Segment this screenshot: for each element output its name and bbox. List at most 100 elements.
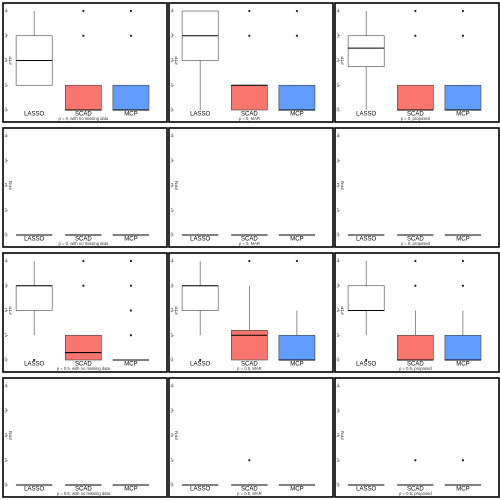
category-label-mcp: MCP [456, 237, 469, 243]
outlier-point [248, 259, 251, 263]
panel-frame [334, 127, 500, 248]
category-label-scad: SCAD [75, 362, 92, 368]
y-tick-label: 0 [5, 108, 8, 114]
y-tick-label: 4 [5, 134, 8, 140]
box-body [444, 334, 482, 361]
y-tick-label: 3 [5, 158, 8, 164]
y-tick-label: 2 [171, 183, 174, 189]
y-tick-label: 3 [337, 33, 340, 39]
category-label-mcp: MCP [124, 487, 137, 493]
y-tick-label: 2 [337, 433, 340, 439]
box-scad [231, 259, 268, 361]
y-tick-label: 1 [171, 208, 174, 214]
y-tick-label: 1 [171, 333, 174, 339]
category-label-scad: SCAD [407, 237, 424, 243]
category-label-mcp: MCP [456, 362, 469, 368]
box-body [347, 285, 385, 311]
box-body [65, 84, 102, 111]
y-tick-label: 0 [337, 108, 340, 114]
outlier-point [129, 309, 133, 312]
category-label-scad: SCAD [75, 112, 92, 118]
category-label-lasso: LASSO [24, 487, 44, 493]
y-tick-label: 1 [337, 83, 340, 89]
y-axis-label: #FN [8, 181, 13, 190]
panel-caption: ρ = 0.5, with no missing data [57, 366, 111, 371]
category-label-scad: SCAD [241, 237, 258, 243]
y-tick-label: 3 [337, 408, 340, 414]
category-label-lasso: LASSO [190, 362, 210, 368]
category-label-mcp: MCP [124, 112, 137, 118]
box-body [397, 334, 434, 361]
box-scad [397, 259, 434, 361]
outlier-point [295, 259, 299, 263]
outlier-point [248, 459, 251, 462]
y-tick-label: 0 [171, 108, 174, 114]
y-axis-label: #TP [174, 56, 179, 64]
category-label-scad: SCAD [241, 112, 258, 118]
panel-frame [2, 127, 168, 248]
y-tick-label: 3 [171, 408, 174, 414]
panel-caption: ρ = 0.5, proposed [399, 491, 432, 496]
outlier-point [129, 9, 133, 13]
chart-panel-8: 0 1 2 3 4 #TP LASSO SCAD MCP ρ = 0.5, MAR [168, 252, 334, 373]
category-label-scad: SCAD [241, 362, 258, 368]
panel-caption: ρ = 0, MAR [239, 116, 260, 121]
box-scad [231, 9, 268, 111]
y-tick-label: 3 [171, 33, 174, 39]
outlier-point [461, 9, 465, 13]
category-label-lasso: LASSO [24, 112, 44, 118]
chart-panel-12: 0 1 2 3 4 #FN LASSO SCAD MCP ρ = 0.5, proposed [334, 377, 500, 498]
outlier-point [199, 358, 202, 362]
category-label-mcp: MCP [456, 112, 469, 118]
category-label-scad: SCAD [407, 487, 424, 493]
box-mcp [278, 259, 316, 361]
chart-panel-10: 0 1 2 3 4 #FN LASSO SCAD MCP ρ = 0.5, with no mis… [2, 377, 168, 498]
y-tick-label: 4 [337, 134, 340, 140]
panel-caption: ρ = 0.5, MAR [237, 491, 262, 496]
panel-caption: ρ = 0.5, MAR [237, 366, 262, 371]
y-tick-label: 1 [171, 83, 174, 89]
outlier-point [82, 34, 85, 37]
y-tick-label: 2 [171, 308, 174, 314]
box-lasso [15, 11, 53, 86]
panel-caption: ρ = 0, with no missing data [58, 241, 108, 246]
category-label-scad: SCAD [407, 112, 424, 118]
outlier-point [414, 34, 417, 37]
y-tick-label: 1 [337, 208, 340, 214]
y-axis-label: #FN [340, 431, 345, 440]
outlier-point [461, 259, 465, 263]
y-tick-label: 2 [171, 433, 174, 439]
y-tick-label: 3 [337, 158, 340, 164]
y-tick-label: 4 [5, 9, 8, 15]
box-scad [231, 459, 268, 486]
panel-caption: ρ = 0.5, with no missing data [57, 491, 111, 496]
y-axis-label: #FN [174, 181, 179, 190]
box-scad [65, 9, 102, 111]
chart-panel-9: 0 1 2 3 4 #TP LASSO SCAD MCP ρ = 0.5, proposed [334, 252, 500, 373]
box-lasso [347, 261, 385, 362]
box-body [397, 84, 434, 111]
category-label-lasso: LASSO [356, 112, 376, 118]
y-tick-label: 0 [171, 233, 174, 239]
y-tick-label: 0 [337, 483, 340, 489]
category-label-lasso: LASSO [24, 237, 44, 243]
panel-frame [334, 377, 500, 498]
category-label-lasso: LASSO [24, 362, 44, 368]
y-tick-label: 4 [171, 384, 174, 390]
panel-frame [168, 127, 334, 248]
outlier-point [82, 9, 85, 13]
outlier-point [82, 284, 85, 287]
y-tick-label: 1 [5, 458, 8, 464]
y-tick-label: 0 [337, 233, 340, 239]
box-body [181, 285, 219, 311]
category-label-mcp: MCP [124, 237, 137, 243]
box-mcp [444, 9, 482, 111]
outlier-point [461, 34, 465, 37]
y-tick-label: 0 [171, 483, 174, 489]
outlier-point [295, 9, 299, 13]
box-lasso [181, 261, 219, 362]
box-lasso [181, 10, 219, 110]
y-tick-label: 3 [171, 283, 174, 289]
outlier-point [129, 34, 133, 37]
